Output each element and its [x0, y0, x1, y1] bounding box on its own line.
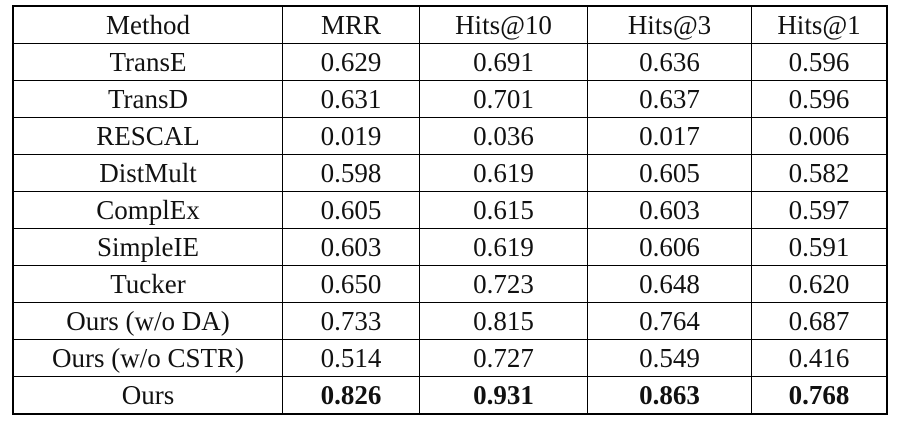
method-cell: ComplEx [12, 191, 283, 229]
value-cell: 0.727 [419, 339, 588, 377]
value-cell: 0.605 [282, 191, 420, 229]
table-row: TransE 0.629 0.691 0.636 0.596 [12, 43, 888, 81]
value-cell: 0.603 [282, 228, 420, 266]
value-cell: 0.006 [751, 117, 888, 155]
table-row: SimpleIE 0.603 0.619 0.606 0.591 [12, 228, 888, 266]
value-cell: 0.687 [751, 302, 888, 340]
value-cell: 0.701 [419, 80, 588, 118]
header-cell: Method [12, 5, 283, 44]
value-cell: 0.596 [751, 43, 888, 81]
header-cell: Hits@10 [419, 5, 588, 44]
table-header: Method MRR Hits@10 Hits@3 Hits@1 [12, 5, 888, 44]
header-cell: MRR [282, 5, 420, 44]
value-cell: 0.863 [587, 376, 752, 415]
value-cell: 0.596 [751, 80, 888, 118]
method-cell: SimpleIE [12, 228, 283, 266]
method-cell: RESCAL [12, 117, 283, 155]
value-cell: 0.416 [751, 339, 888, 377]
table-row: Ours 0.826 0.931 0.863 0.768 [12, 376, 888, 415]
method-cell: Ours (w/o DA) [12, 302, 283, 340]
method-cell: Tucker [12, 265, 283, 303]
header-cell: Hits@1 [751, 5, 888, 44]
value-cell: 0.636 [587, 43, 752, 81]
table-body: TransE 0.629 0.691 0.636 0.596 TransD 0.631 0.7… [12, 43, 888, 415]
value-cell: 0.603 [587, 191, 752, 229]
method-cell: Ours [12, 376, 283, 415]
header-row: Method MRR Hits@10 Hits@3 Hits@1 [12, 5, 888, 44]
value-cell: 0.019 [282, 117, 420, 155]
value-cell: 0.619 [419, 154, 588, 192]
value-cell: 0.631 [282, 80, 420, 118]
results-table: Method MRR Hits@10 Hits@3 Hits@1 TransE 0.629… [12, 5, 888, 415]
value-cell: 0.549 [587, 339, 752, 377]
value-cell: 0.615 [419, 191, 588, 229]
header-cell: Hits@3 [587, 5, 752, 44]
table-row: DistMult 0.598 0.619 0.605 0.582 [12, 154, 888, 192]
value-cell: 0.629 [282, 43, 420, 81]
value-cell: 0.723 [419, 265, 588, 303]
value-cell: 0.017 [587, 117, 752, 155]
table-row: Ours (w/o CSTR) 0.514 0.727 0.549 0.416 [12, 339, 888, 377]
value-cell: 0.768 [751, 376, 888, 415]
method-cell: Ours (w/o CSTR) [12, 339, 283, 377]
table-row: ComplEx 0.605 0.615 0.603 0.597 [12, 191, 888, 229]
value-cell: 0.826 [282, 376, 420, 415]
value-cell: 0.619 [419, 228, 588, 266]
value-cell: 0.931 [419, 376, 588, 415]
table-row: TransD 0.631 0.701 0.637 0.596 [12, 80, 888, 118]
value-cell: 0.036 [419, 117, 588, 155]
table-row: RESCAL 0.019 0.036 0.017 0.006 [12, 117, 888, 155]
table-row: Tucker 0.650 0.723 0.648 0.620 [12, 265, 888, 303]
value-cell: 0.815 [419, 302, 588, 340]
value-cell: 0.597 [751, 191, 888, 229]
value-cell: 0.598 [282, 154, 420, 192]
value-cell: 0.650 [282, 265, 420, 303]
value-cell: 0.637 [587, 80, 752, 118]
value-cell: 0.582 [751, 154, 888, 192]
value-cell: 0.605 [587, 154, 752, 192]
value-cell: 0.648 [587, 265, 752, 303]
value-cell: 0.733 [282, 302, 420, 340]
value-cell: 0.591 [751, 228, 888, 266]
value-cell: 0.606 [587, 228, 752, 266]
table-row: Ours (w/o DA) 0.733 0.815 0.764 0.687 [12, 302, 888, 340]
value-cell: 0.691 [419, 43, 588, 81]
value-cell: 0.514 [282, 339, 420, 377]
method-cell: TransE [12, 43, 283, 81]
method-cell: TransD [12, 80, 283, 118]
value-cell: 0.620 [751, 265, 888, 303]
value-cell: 0.764 [587, 302, 752, 340]
method-cell: DistMult [12, 154, 283, 192]
